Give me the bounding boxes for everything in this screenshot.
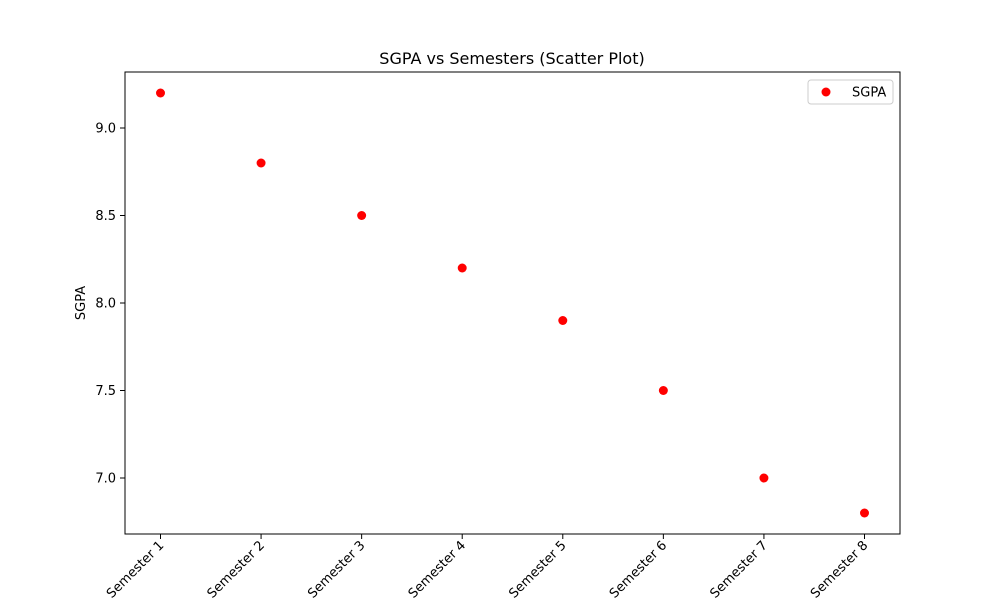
legend-box [807, 79, 894, 105]
legend-marker [821, 87, 831, 97]
data-point [860, 508, 869, 518]
y-tick-label: 8.5 [95, 209, 116, 224]
data-point [256, 158, 266, 168]
y-tick-label: 7.5 [95, 384, 116, 399]
y-tick-label: 8.0 [95, 297, 116, 312]
y-tick-label: 7.0 [95, 472, 116, 487]
plot-frame [124, 71, 901, 535]
legend: SGPA [807, 79, 894, 105]
data-point [156, 88, 165, 98]
legend-label: SGPA [852, 86, 886, 101]
data-point [357, 211, 367, 220]
data-point [759, 473, 769, 483]
y-axis-title: SGPA [74, 286, 89, 320]
data-point [457, 263, 467, 273]
data-point [658, 386, 668, 395]
chart-title: SGPA vs Semesters (Scatter Plot) [379, 49, 644, 68]
y-tick-label: 9.0 [95, 122, 116, 137]
data-point [558, 316, 568, 325]
